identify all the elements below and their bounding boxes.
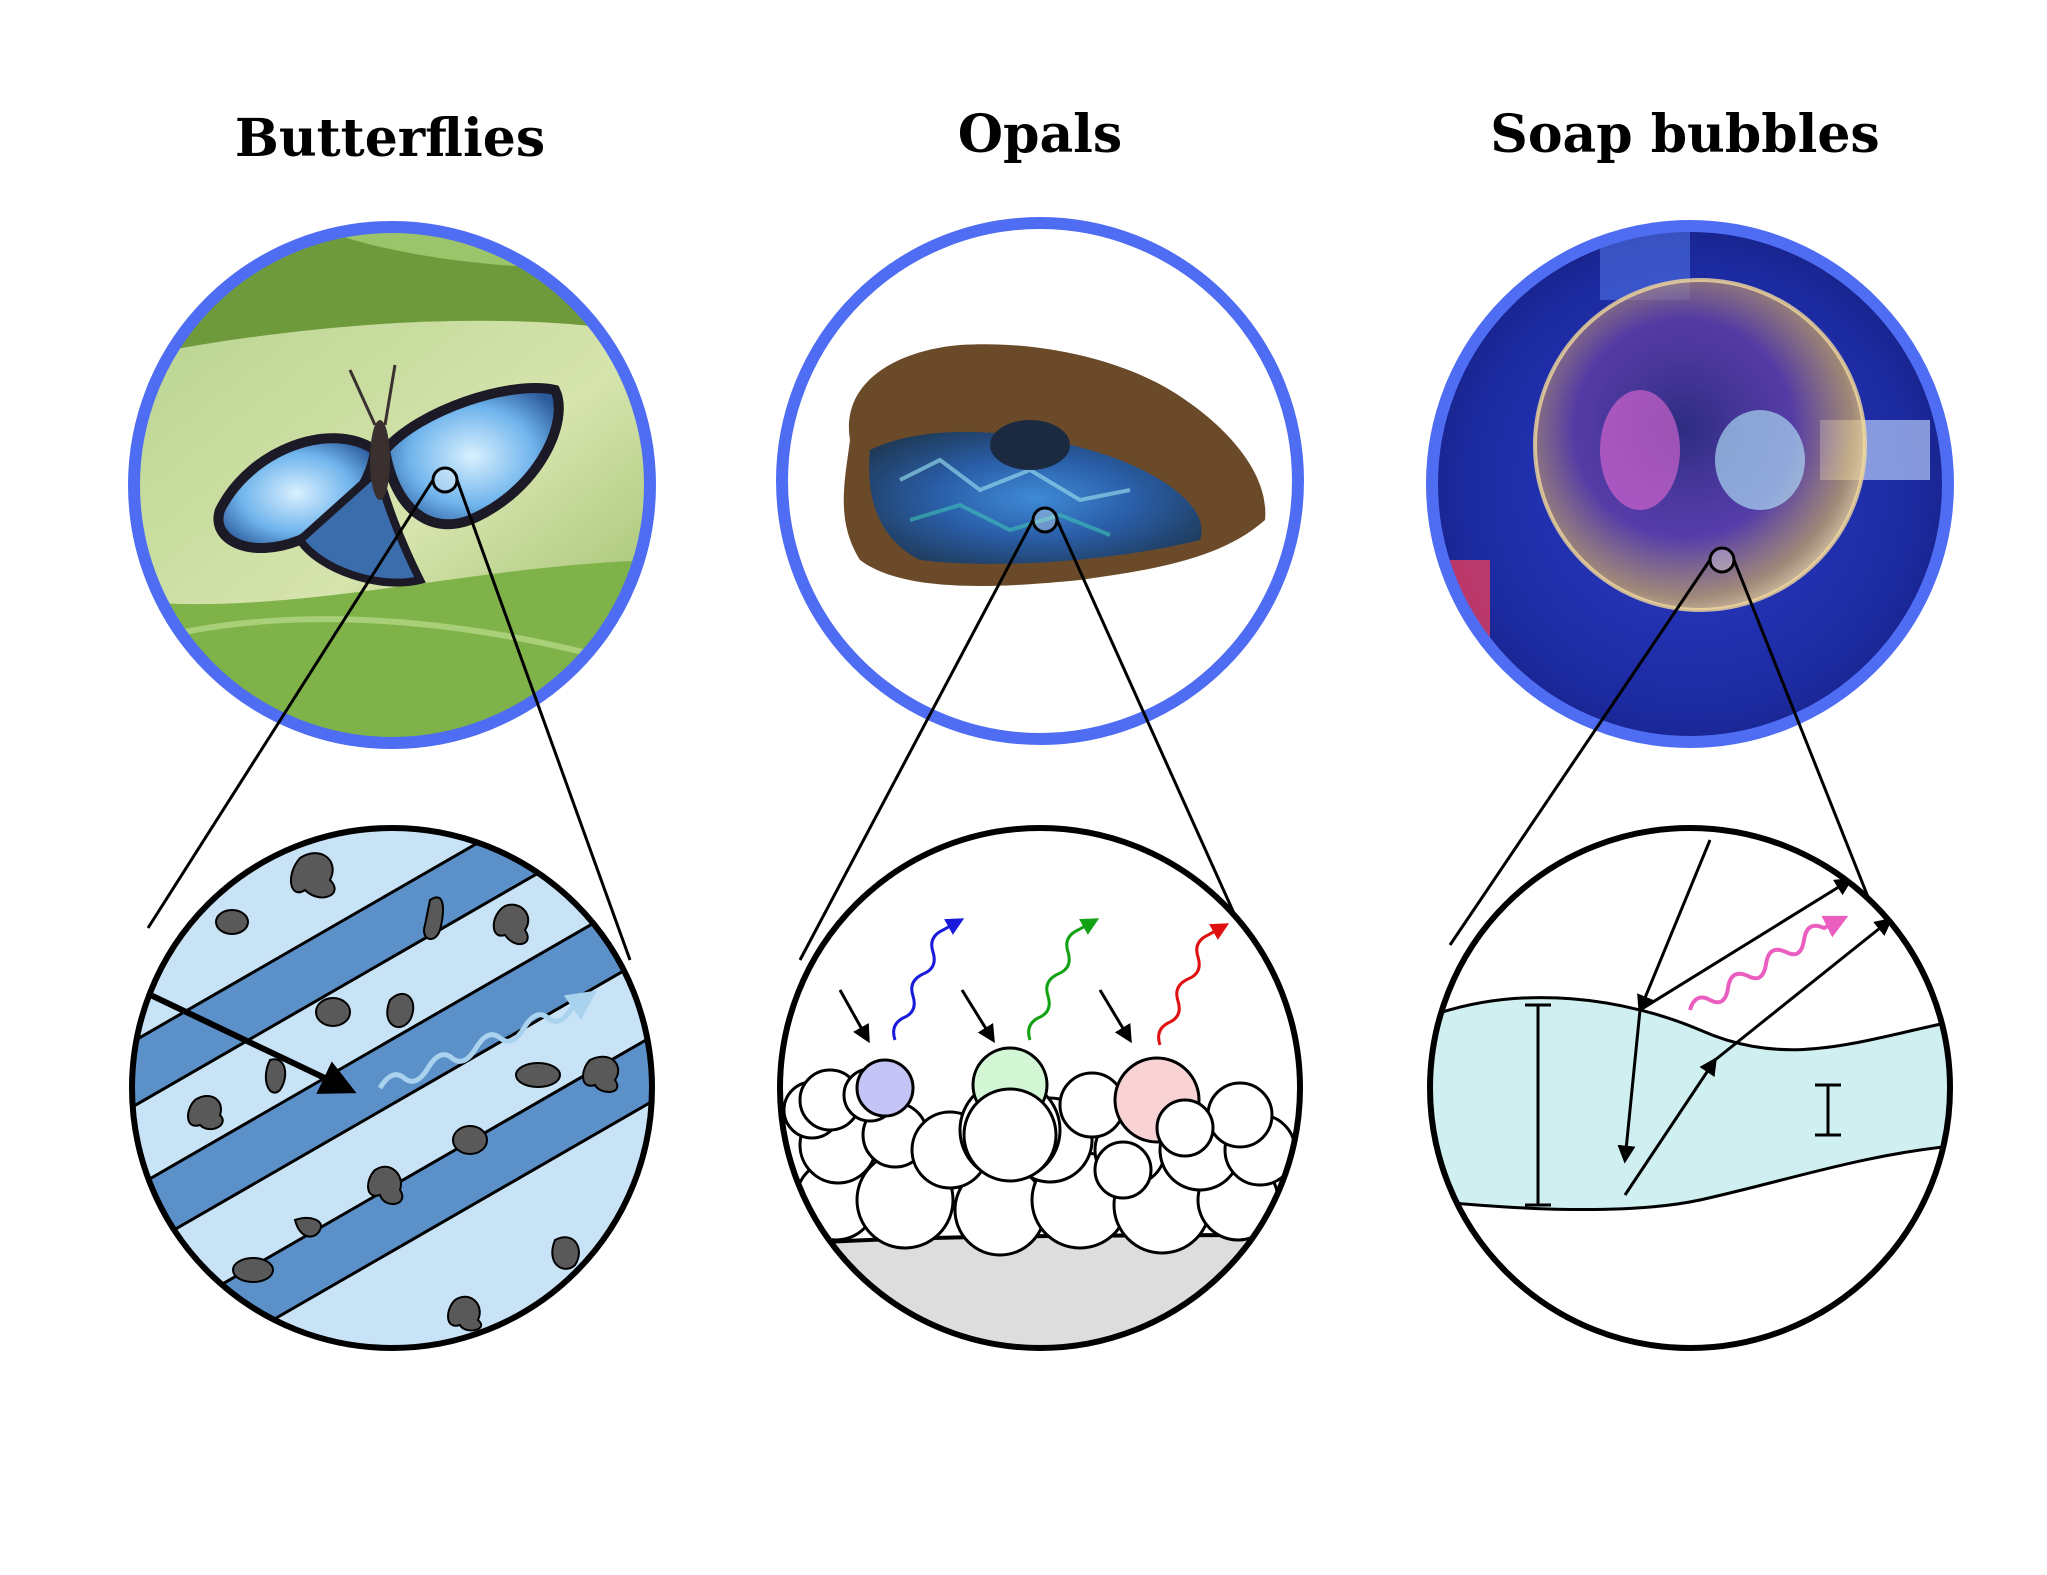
zoom-line-left (798, 519, 1035, 961)
magnifier-circle-icon (1031, 506, 1059, 534)
soap-bubble-photo (1426, 220, 1954, 748)
incident-light-arrow-icon (1098, 989, 1132, 1044)
zoom-line-right (455, 479, 632, 961)
title-butterflies: Butterflies (234, 108, 546, 169)
title-soap-bubbles: Soap bubbles (1490, 104, 1880, 165)
magnifier-circle-icon (431, 466, 459, 494)
reflected-light-wave-icon (377, 990, 597, 1090)
zoom-line-left (1448, 559, 1712, 946)
multilayer-structure-diagram (129, 825, 655, 1351)
magnifier-circle-icon (1708, 546, 1736, 574)
thickness-bar-thin (1815, 1083, 1841, 1137)
incident-light-arrow-icon (838, 989, 870, 1044)
opal-photo (776, 217, 1304, 745)
butterfly-photo (128, 221, 656, 749)
reflected-ray (1639, 878, 1854, 1012)
colloidal-packing-diagram (777, 825, 1303, 1351)
incident-light-arrow-icon (138, 987, 357, 1094)
reflected-light-wave-icon (1157, 923, 1230, 1046)
reflected-light-wave-icon (892, 918, 965, 1041)
thin-film-diagram (1427, 825, 1953, 1351)
melanin-granules (187, 852, 620, 1332)
opal-gem-icon (843, 344, 1266, 586)
butterfly-icon (213, 364, 564, 587)
sphere-violet (855, 1058, 915, 1118)
bubble-icon (1533, 278, 1867, 612)
incident-light-arrow-icon (1637, 839, 1712, 1014)
reflected-light-wave-icon (1688, 915, 1849, 1011)
title-opals: Opals (957, 104, 1123, 165)
internal-reflected-ray (1623, 1057, 1717, 1196)
reflected-light-wave-icon (1027, 918, 1100, 1041)
zoom-line-left (146, 479, 435, 929)
refracted-ray (1617, 1009, 1642, 1164)
zoom-line-right (1055, 519, 1257, 961)
incident-light-arrow-icon (960, 989, 995, 1044)
transmitted-out-ray (1714, 917, 1893, 1062)
thickness-bar-thick (1525, 1003, 1551, 1207)
